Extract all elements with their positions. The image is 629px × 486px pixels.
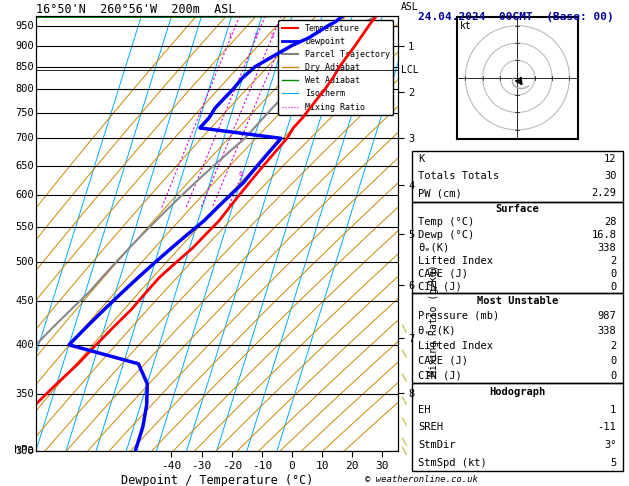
Text: Dewp (°C): Dewp (°C) xyxy=(418,229,474,240)
Text: 0: 0 xyxy=(610,269,616,279)
Text: Temp (°C): Temp (°C) xyxy=(418,217,474,226)
Text: 700: 700 xyxy=(15,133,34,143)
Text: /: / xyxy=(401,324,411,333)
Text: 987: 987 xyxy=(598,311,616,321)
Text: 2: 2 xyxy=(253,34,258,39)
Text: Totals Totals: Totals Totals xyxy=(418,172,499,181)
Text: Pressure (mb): Pressure (mb) xyxy=(418,311,499,321)
Text: hPa: hPa xyxy=(14,445,34,455)
Text: 1: 1 xyxy=(228,34,232,39)
Text: CIN (J): CIN (J) xyxy=(418,371,462,381)
Text: Mixing Ratio (g/kg): Mixing Ratio (g/kg) xyxy=(429,265,438,376)
Text: 750: 750 xyxy=(15,108,34,118)
Text: /: / xyxy=(401,396,411,405)
Text: 400: 400 xyxy=(15,340,34,350)
Text: 600: 600 xyxy=(15,190,34,200)
Text: PW (cm): PW (cm) xyxy=(418,189,462,198)
Text: 16.8: 16.8 xyxy=(591,229,616,240)
Text: 0: 0 xyxy=(610,282,616,292)
Text: 0: 0 xyxy=(610,356,616,366)
Legend: Temperature, Dewpoint, Parcel Trajectory, Dry Adiabat, Wet Adiabat, Isotherm, Mi: Temperature, Dewpoint, Parcel Trajectory… xyxy=(279,20,393,115)
Text: 4: 4 xyxy=(278,39,282,46)
Text: 338: 338 xyxy=(598,243,616,253)
Text: θₑ(K): θₑ(K) xyxy=(418,243,450,253)
Text: CAPE (J): CAPE (J) xyxy=(418,356,469,366)
Bar xyxy=(412,202,623,294)
Text: 338: 338 xyxy=(598,326,616,336)
Text: km
ASL: km ASL xyxy=(401,0,419,12)
Text: 12: 12 xyxy=(604,154,616,164)
Text: K: K xyxy=(418,154,425,164)
Text: 500: 500 xyxy=(15,258,34,267)
Text: /: / xyxy=(401,349,411,359)
Text: 300: 300 xyxy=(15,446,34,456)
Text: /: / xyxy=(401,436,411,446)
Text: θₑ (K): θₑ (K) xyxy=(418,326,456,336)
Text: 350: 350 xyxy=(15,389,34,399)
Text: 24.04.2024  00GMT  (Base: 00): 24.04.2024 00GMT (Base: 00) xyxy=(418,12,614,22)
Text: Lifted Index: Lifted Index xyxy=(418,256,493,266)
Text: kt: kt xyxy=(460,21,472,31)
Text: Lifted Index: Lifted Index xyxy=(418,341,493,351)
Text: 2: 2 xyxy=(610,256,616,266)
Text: LCL: LCL xyxy=(401,65,419,75)
Text: 5: 5 xyxy=(610,458,616,468)
Text: 800: 800 xyxy=(15,84,34,94)
Text: StmSpd (kt): StmSpd (kt) xyxy=(418,458,487,468)
Text: 2: 2 xyxy=(610,341,616,351)
Text: CIN (J): CIN (J) xyxy=(418,282,462,292)
Bar xyxy=(412,294,623,383)
Text: 550: 550 xyxy=(15,222,34,232)
Text: SREH: SREH xyxy=(418,422,443,433)
Text: 28: 28 xyxy=(604,217,616,226)
Text: 30: 30 xyxy=(604,172,616,181)
Text: 16°50'N  260°56'W  200m  ASL: 16°50'N 260°56'W 200m ASL xyxy=(36,3,235,16)
Text: 900: 900 xyxy=(15,40,34,51)
Text: 950: 950 xyxy=(15,20,34,31)
Text: 650: 650 xyxy=(15,161,34,171)
Text: Most Unstable: Most Unstable xyxy=(477,296,558,306)
Text: /: / xyxy=(401,417,411,426)
Text: Hodograph: Hodograph xyxy=(489,387,545,397)
Bar xyxy=(412,151,623,202)
Text: EH: EH xyxy=(418,405,431,415)
Text: 450: 450 xyxy=(15,296,34,306)
Text: 2.29: 2.29 xyxy=(591,189,616,198)
Text: 3°: 3° xyxy=(604,440,616,450)
X-axis label: Dewpoint / Temperature (°C): Dewpoint / Temperature (°C) xyxy=(121,474,313,486)
Text: 1: 1 xyxy=(610,405,616,415)
Text: 850: 850 xyxy=(15,62,34,71)
Text: /: / xyxy=(401,446,411,456)
Bar xyxy=(412,383,623,471)
Text: 6: 6 xyxy=(239,171,243,177)
Text: Surface: Surface xyxy=(496,204,539,213)
Text: © weatheronline.co.uk: © weatheronline.co.uk xyxy=(365,474,478,484)
Text: CAPE (J): CAPE (J) xyxy=(418,269,469,279)
Text: /: / xyxy=(401,373,411,383)
Text: -11: -11 xyxy=(598,422,616,433)
Text: 3: 3 xyxy=(269,34,274,39)
Text: 0: 0 xyxy=(610,371,616,381)
Text: StmDir: StmDir xyxy=(418,440,456,450)
